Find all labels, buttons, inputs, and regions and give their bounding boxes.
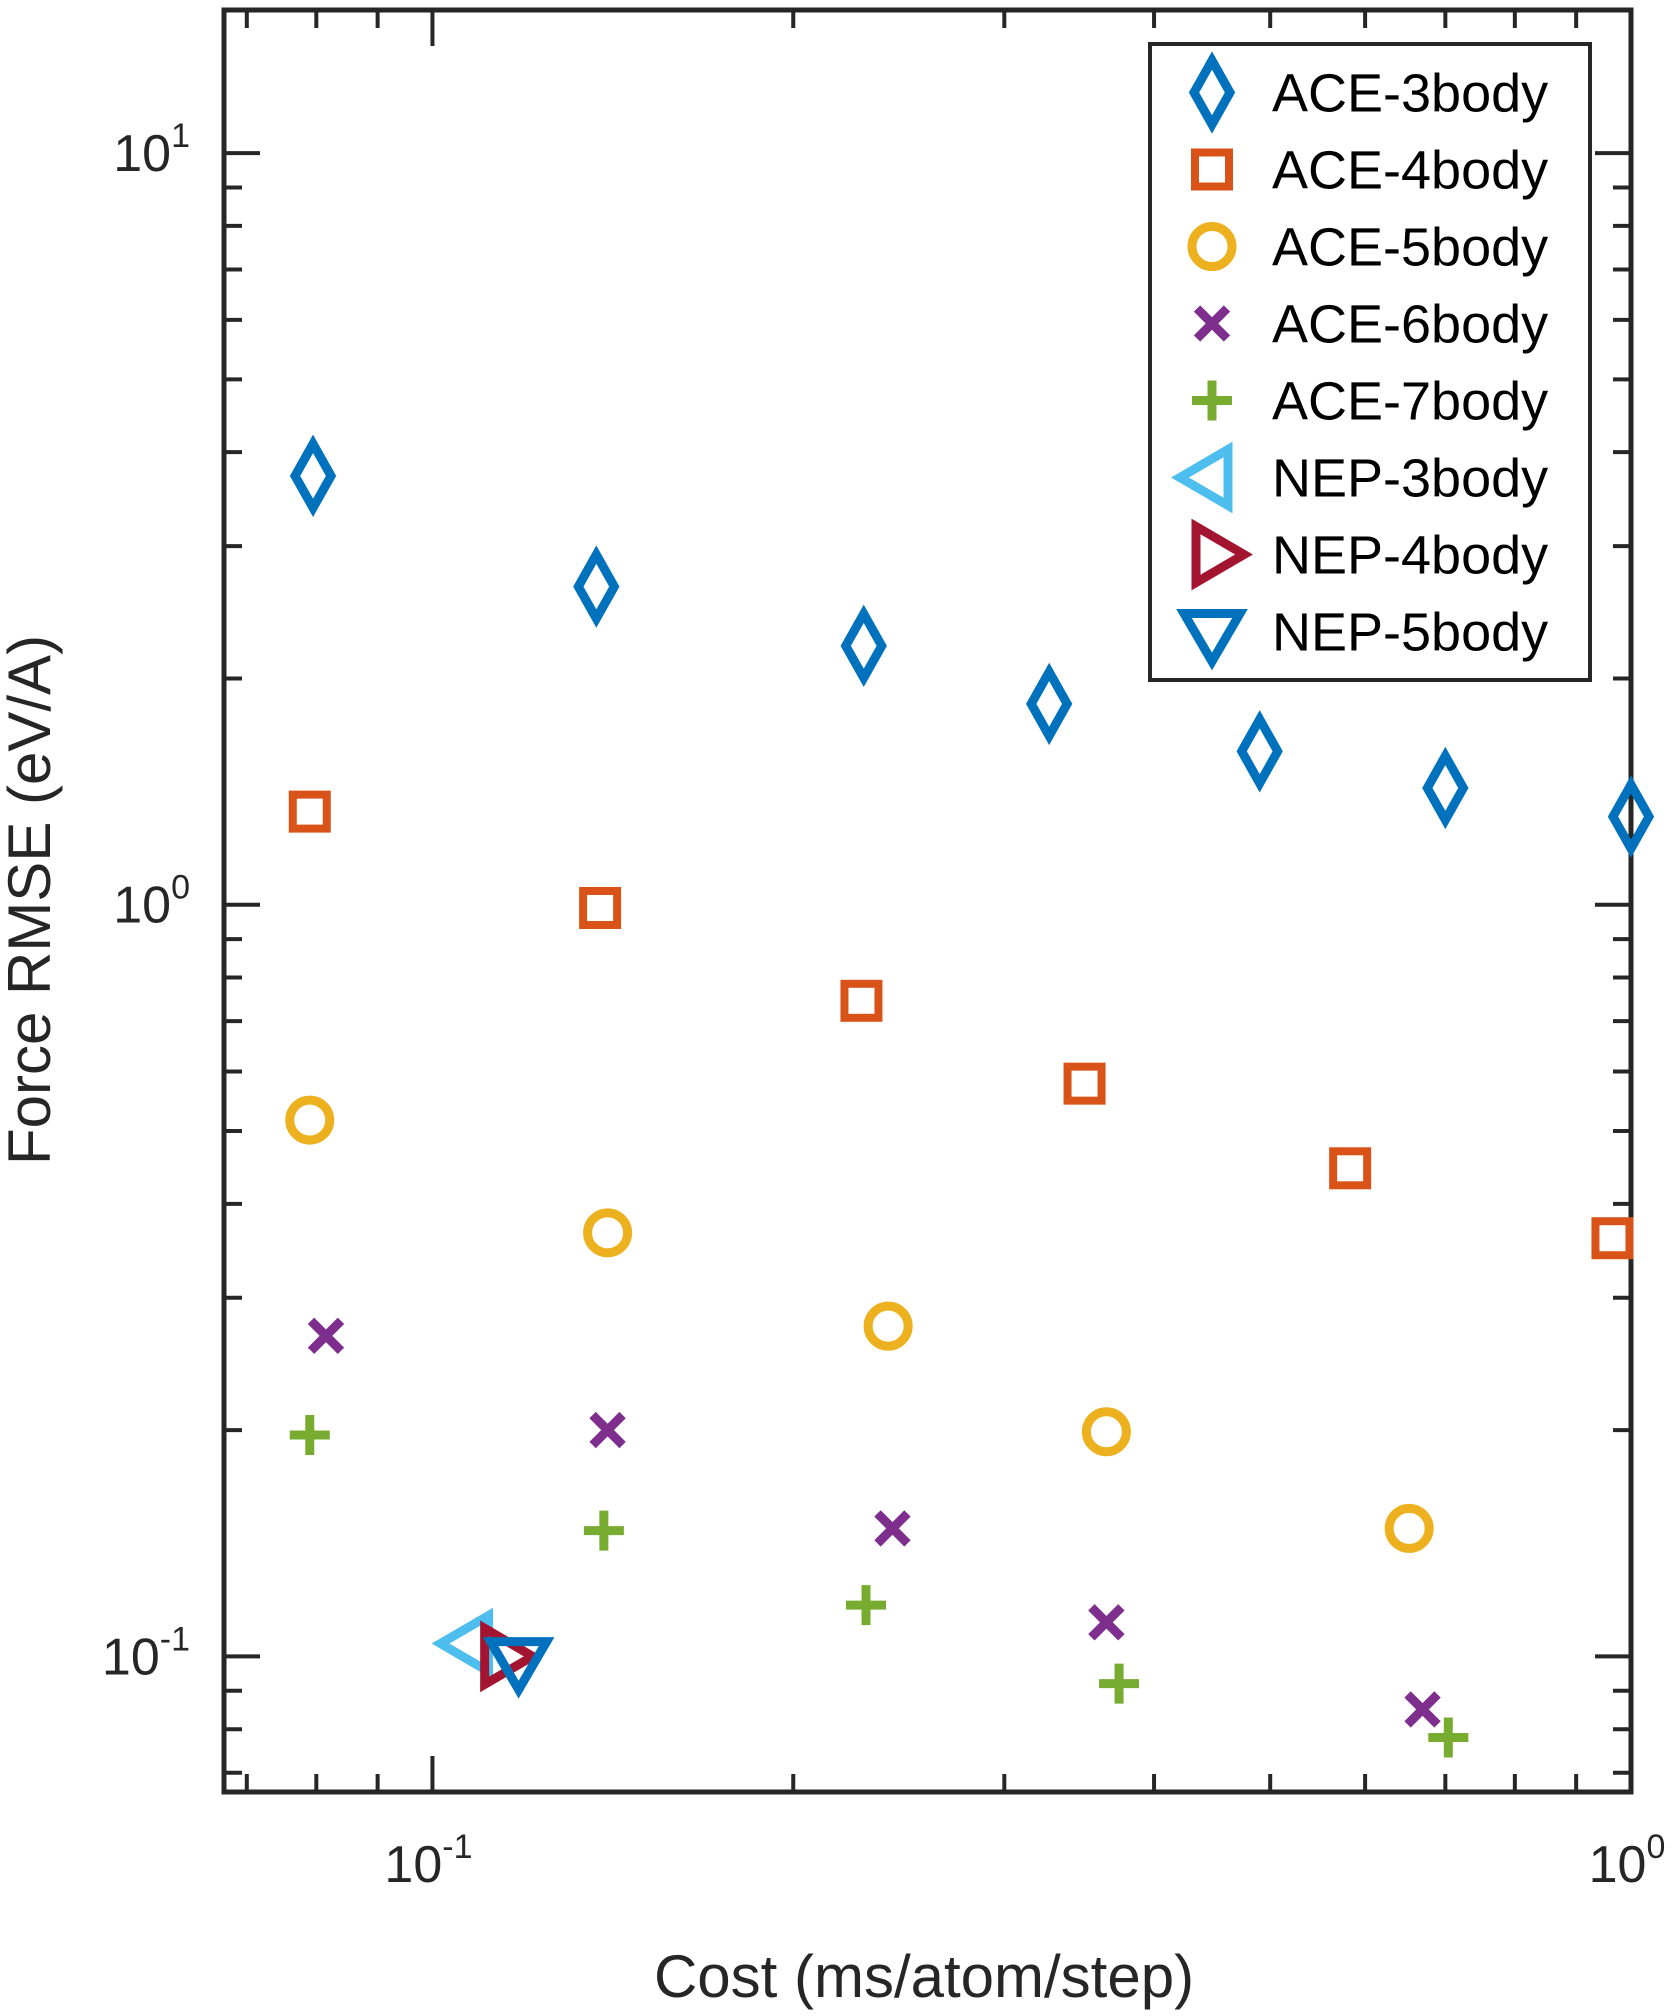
series-ace-4body [288, 790, 1634, 1260]
series-ace-7body [289, 1415, 1469, 1758]
legend-marker [1192, 380, 1232, 421]
data-point [1607, 775, 1655, 858]
data-point [285, 1095, 335, 1145]
data-point [583, 1510, 624, 1551]
data-point [1088, 1604, 1125, 1641]
data-point [1063, 1062, 1106, 1105]
legend-marker [1171, 441, 1233, 514]
legend-label: ACE-7body [1272, 372, 1548, 432]
data-point [1329, 1147, 1372, 1190]
data-point [863, 1301, 913, 1351]
data-point [289, 434, 337, 518]
data-point [589, 1411, 626, 1449]
legend-marker [1191, 518, 1253, 591]
data-point [1081, 1407, 1131, 1457]
y-axis-label: Force RMSE (eV/A) [0, 635, 63, 1165]
legend-label: NEP-4body [1272, 526, 1548, 586]
legend-label: ACE-4body [1272, 141, 1548, 201]
y-tick-label: 101 [113, 117, 190, 183]
y-tick-label: 10-1 [102, 1620, 190, 1686]
data-point [583, 1208, 633, 1258]
legend: ACE-3body ACE-4body ACE-5body ACE-6body ACE-… [1148, 42, 1592, 682]
series-ace-5body [285, 1095, 1434, 1553]
y-tick-label: 100 [113, 869, 190, 935]
x-tick-label: 100 [1589, 1828, 1666, 1894]
data-point [840, 604, 887, 688]
data-point [288, 790, 331, 833]
series-nep-5body [482, 1637, 555, 1699]
data-point [1099, 1663, 1140, 1704]
data-point [573, 545, 620, 628]
data-point [1236, 710, 1283, 793]
data-point [840, 979, 883, 1022]
series-ace-3body [289, 434, 1655, 858]
data-point [1026, 662, 1073, 746]
legend-label: NEP-5body [1272, 603, 1548, 663]
data-point [874, 1510, 911, 1547]
data-point [1591, 1217, 1634, 1260]
series-ace-6body [307, 1317, 1441, 1728]
axes: 10-1 100 101 10-1 100 [102, 7, 1666, 1894]
legend-label: ACE-5body [1272, 218, 1548, 278]
data-point [482, 1637, 555, 1699]
legend-marker [1176, 609, 1248, 671]
x-tick-label: 10-1 [384, 1828, 472, 1894]
data-markers [285, 434, 1655, 1758]
data-point [289, 1415, 330, 1456]
data-point [1428, 1717, 1469, 1758]
legend-label: ACE-3body [1272, 64, 1548, 124]
legend-marker [1193, 305, 1231, 342]
data-point [579, 886, 622, 929]
plot-frame [221, 7, 1634, 1795]
data-point [1384, 1503, 1434, 1553]
legend-label: NEP-3body [1272, 449, 1548, 509]
legend-marker [1188, 51, 1236, 134]
data-point [1422, 746, 1469, 830]
data-point [307, 1317, 345, 1354]
legend-label: ACE-6body [1272, 295, 1548, 355]
legend-marker [1187, 222, 1237, 271]
data-point [1404, 1691, 1441, 1728]
legend-marker [1191, 148, 1233, 191]
data-point [846, 1585, 887, 1626]
x-axis-label: Cost (ms/atom/step) [654, 1943, 1194, 2010]
